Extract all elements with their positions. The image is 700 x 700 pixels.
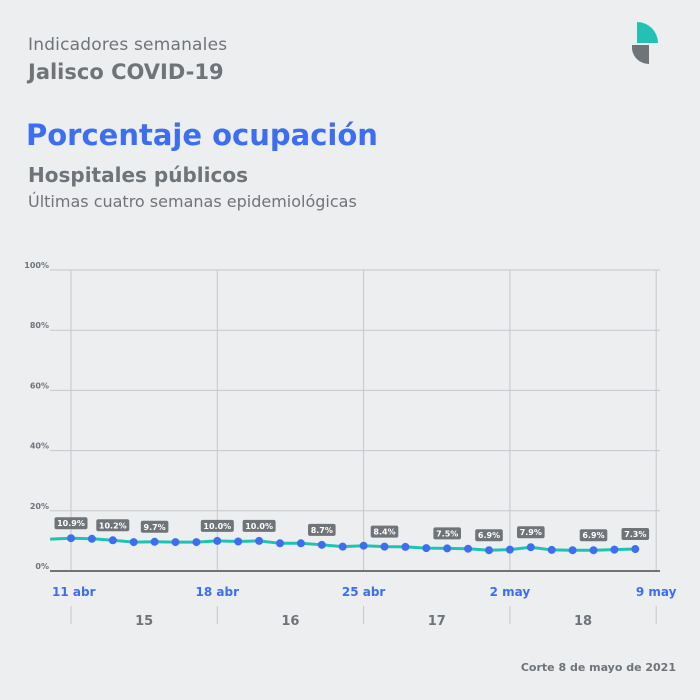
x-tick-label: 18 abr <box>196 585 240 599</box>
data-label-box <box>54 517 88 530</box>
data-label: 7.3% <box>624 530 646 539</box>
data-point <box>192 538 201 547</box>
data-label: 8.7% <box>311 526 333 535</box>
chart-subtitle: Hospitales públicos <box>28 163 248 187</box>
header-title: Jalisco COVID-19 <box>28 60 224 84</box>
data-point <box>526 543 535 552</box>
data-label-box <box>517 526 545 539</box>
data-label: 10.0% <box>203 522 231 531</box>
data-point <box>464 544 473 553</box>
header-subtitle: Indicadores semanales <box>28 35 228 55</box>
data-point <box>317 540 326 549</box>
x-tick-label: 9 may <box>636 585 677 599</box>
data-label-box <box>370 525 399 538</box>
data-point <box>255 536 264 545</box>
data-label: 6.9% <box>582 531 604 540</box>
data-point <box>87 534 96 543</box>
data-label-box <box>579 529 608 542</box>
data-point <box>589 546 598 555</box>
week-label: 17 <box>428 614 446 629</box>
main-title: Porcentaje ocupación <box>26 118 378 152</box>
footer-cutoff-date: Corte 8 de mayo de 2021 <box>520 661 676 674</box>
data-point <box>213 536 222 545</box>
week-label: 18 <box>574 614 592 629</box>
data-point <box>108 536 117 545</box>
data-point <box>129 538 138 547</box>
data-point <box>422 544 431 553</box>
data-point <box>296 539 305 548</box>
data-point <box>610 545 619 554</box>
data-point <box>547 545 556 554</box>
data-point <box>67 534 75 543</box>
y-tick-label: 80% <box>30 321 49 330</box>
logo-gray-quarter <box>632 45 649 65</box>
logo-teal-quarter <box>637 22 658 43</box>
data-point <box>380 542 389 551</box>
data-point <box>338 542 347 551</box>
data-label: 9.7% <box>144 523 166 532</box>
data-label-box <box>308 523 336 536</box>
data-point <box>276 539 284 548</box>
data-point <box>443 544 452 553</box>
data-label-box <box>140 520 169 533</box>
data-label: 6.9% <box>478 531 500 540</box>
data-point <box>401 542 410 551</box>
y-tick-label: 0% <box>35 562 49 571</box>
data-label-box <box>433 527 461 540</box>
y-tick-label: 60% <box>30 381 49 390</box>
data-point <box>359 541 368 550</box>
data-point <box>631 545 640 554</box>
data-point <box>171 538 180 547</box>
chart-period: Últimas cuatro semanas epidemiológicas <box>28 192 357 211</box>
x-tick-label: 11 abr <box>52 585 96 599</box>
data-label: 7.5% <box>436 529 458 538</box>
week-label: 15 <box>135 614 153 629</box>
data-label-box <box>200 519 234 532</box>
data-label-box <box>475 529 503 542</box>
data-label: 10.2% <box>99 521 127 530</box>
data-point <box>505 545 514 554</box>
x-tick-label: 25 abr <box>342 585 386 599</box>
occupancy-line-chart: 0% 20% 40% 60% 80% 100% 11 abr 18 abr 25 abr 2 ma… <box>24 261 677 629</box>
data-label: 8.4% <box>373 528 395 537</box>
data-label: 10.0% <box>245 522 273 531</box>
data-label: 7.9% <box>520 528 542 537</box>
y-tick-label: 40% <box>30 442 49 451</box>
data-point <box>234 537 243 546</box>
data-point <box>150 537 159 546</box>
week-label: 16 <box>281 614 299 629</box>
data-label-box <box>621 528 650 541</box>
y-tick-label: 100% <box>24 261 49 270</box>
brand-logo-icon <box>632 22 658 65</box>
x-tick-label: 2 may <box>490 585 531 599</box>
data-point <box>485 546 493 555</box>
data-label: 10.9% <box>57 519 85 528</box>
y-tick-label: 20% <box>30 502 49 511</box>
data-point <box>568 546 577 555</box>
data-label-box <box>242 519 276 532</box>
data-label-box <box>96 519 130 532</box>
